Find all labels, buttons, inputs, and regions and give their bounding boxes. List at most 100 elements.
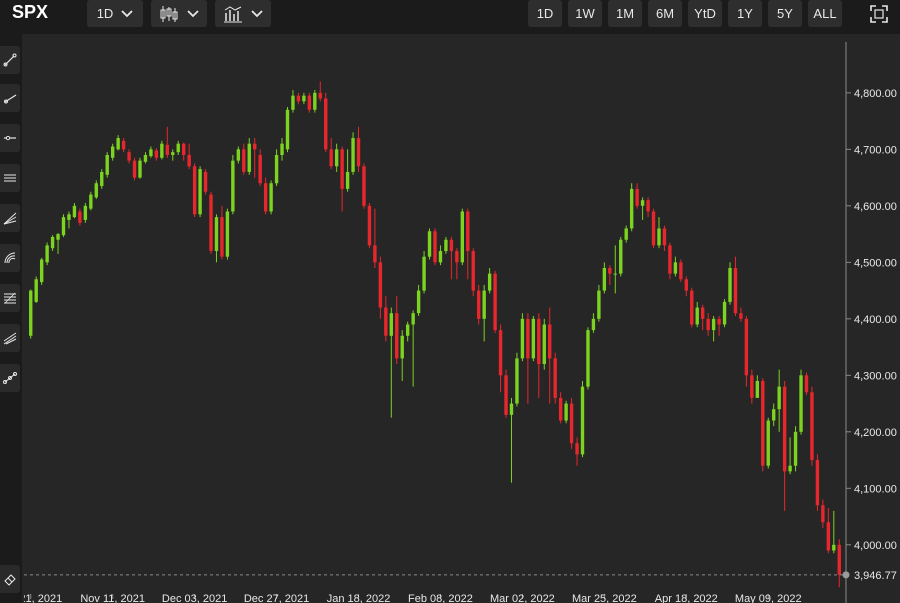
candle-body xyxy=(263,183,268,212)
candle xyxy=(50,235,55,252)
range-button-1m[interactable]: 1M xyxy=(608,0,642,27)
candle-body xyxy=(739,313,743,319)
candle xyxy=(750,369,754,404)
candle xyxy=(810,386,814,466)
range-button-5y[interactable]: 5Y xyxy=(768,0,802,27)
candle xyxy=(324,92,328,153)
price-tick-label: 4,400.00 xyxy=(854,314,897,326)
candle-body xyxy=(608,267,612,274)
range-button-1d[interactable]: 1D xyxy=(528,0,562,27)
candle xyxy=(274,149,279,187)
candle xyxy=(154,148,159,161)
range-button-ytd[interactable]: YtD xyxy=(688,0,722,27)
candle xyxy=(334,143,339,172)
tool-eraser[interactable] xyxy=(0,565,20,593)
candle-body xyxy=(537,318,541,365)
parallel-channel-icon xyxy=(4,174,16,182)
candle xyxy=(755,375,760,398)
candle-body xyxy=(761,380,765,466)
indicators-dropdown[interactable] xyxy=(215,0,271,27)
price-tick-label: 4,300.00 xyxy=(854,370,897,382)
candle xyxy=(772,403,776,427)
candle xyxy=(258,149,262,187)
tool-fan[interactable] xyxy=(0,204,20,232)
candle xyxy=(94,180,98,200)
candle xyxy=(56,232,60,254)
candle xyxy=(629,183,634,232)
range-button-1y[interactable]: 1Y xyxy=(728,0,762,27)
candle xyxy=(471,248,475,297)
candle-body xyxy=(837,544,841,575)
candle-body xyxy=(640,200,645,206)
candlestick-chart[interactable]: 4,800.00 4,700.00 4,600.00 4,500.00 4,400.00… xyxy=(24,34,900,603)
candle xyxy=(662,225,667,252)
candle-body xyxy=(280,143,284,155)
candle-body xyxy=(176,143,180,153)
candle-body xyxy=(427,231,432,257)
candle xyxy=(520,313,525,362)
candle xyxy=(110,143,115,161)
tool-parallel-channel[interactable] xyxy=(0,164,20,192)
candle-body xyxy=(706,318,710,331)
candle-body xyxy=(515,358,519,404)
range-button-all[interactable]: ALL xyxy=(808,0,842,27)
candle-body xyxy=(733,267,738,314)
candle-body xyxy=(105,154,109,175)
candle-body xyxy=(690,290,694,325)
candle-body xyxy=(498,330,503,376)
candle xyxy=(416,284,421,316)
tool-pitchfork[interactable] xyxy=(0,324,20,352)
candle-body xyxy=(187,154,191,167)
candle-body xyxy=(487,273,492,291)
candle-body xyxy=(416,290,421,314)
candle xyxy=(815,454,820,511)
candle-body xyxy=(132,160,137,178)
candle xyxy=(296,92,301,105)
ticker-symbol[interactable]: SPX xyxy=(12,2,49,22)
candle-body xyxy=(192,166,197,215)
candle xyxy=(477,284,481,325)
pitchfork-icon xyxy=(3,332,17,345)
candle xyxy=(116,135,120,151)
time-tick-label: Dec 27, 2021 xyxy=(244,593,309,603)
candlestick-icon xyxy=(160,5,178,22)
fullscreen-button[interactable] xyxy=(862,0,896,27)
candles xyxy=(29,81,841,588)
chart-type-dropdown[interactable] xyxy=(151,0,207,27)
tool-horizontal-line[interactable] xyxy=(0,124,20,152)
time-axis[interactable]: Oct 21, 2021 Nov 11, 2021 Dec 03, 2021 Dec … xyxy=(24,593,802,603)
candle xyxy=(214,214,219,263)
tool-fibonacci[interactable] xyxy=(0,284,20,312)
tool-arc[interactable] xyxy=(0,244,20,272)
candle-body xyxy=(395,313,399,359)
drawing-toolbar xyxy=(0,34,22,603)
tool-trend-line[interactable] xyxy=(0,46,20,74)
chevron-down-icon xyxy=(121,9,133,17)
candle xyxy=(302,92,306,105)
candle-body xyxy=(258,154,262,184)
tool-path[interactable] xyxy=(0,364,20,392)
candle xyxy=(378,256,383,319)
candle xyxy=(171,149,175,161)
range-button-1w[interactable]: 1W xyxy=(568,0,602,27)
candle-body xyxy=(772,409,776,421)
candle-body xyxy=(329,149,333,167)
candle xyxy=(285,106,290,153)
candle xyxy=(684,276,688,297)
interval-dropdown[interactable]: 1D xyxy=(87,0,143,27)
candle-body xyxy=(711,318,716,331)
time-tick-label: Nov 11, 2021 xyxy=(80,593,145,603)
candle xyxy=(187,143,191,170)
range-button-6m[interactable]: 6M xyxy=(648,0,682,27)
candle-body xyxy=(832,544,836,551)
tool-ray[interactable] xyxy=(0,84,20,112)
candle xyxy=(832,510,836,554)
price-axis[interactable]: 4,800.00 4,700.00 4,600.00 4,500.00 4,400.00… xyxy=(24,42,897,603)
candle xyxy=(526,313,530,404)
candle xyxy=(149,146,153,158)
candle xyxy=(72,203,77,219)
price-tick-label: 4,000.00 xyxy=(854,540,897,552)
price-chart[interactable]: 4,800.00 4,700.00 4,600.00 4,500.00 4,400.00… xyxy=(24,34,900,603)
candle-body xyxy=(460,211,465,263)
candle xyxy=(613,245,617,294)
